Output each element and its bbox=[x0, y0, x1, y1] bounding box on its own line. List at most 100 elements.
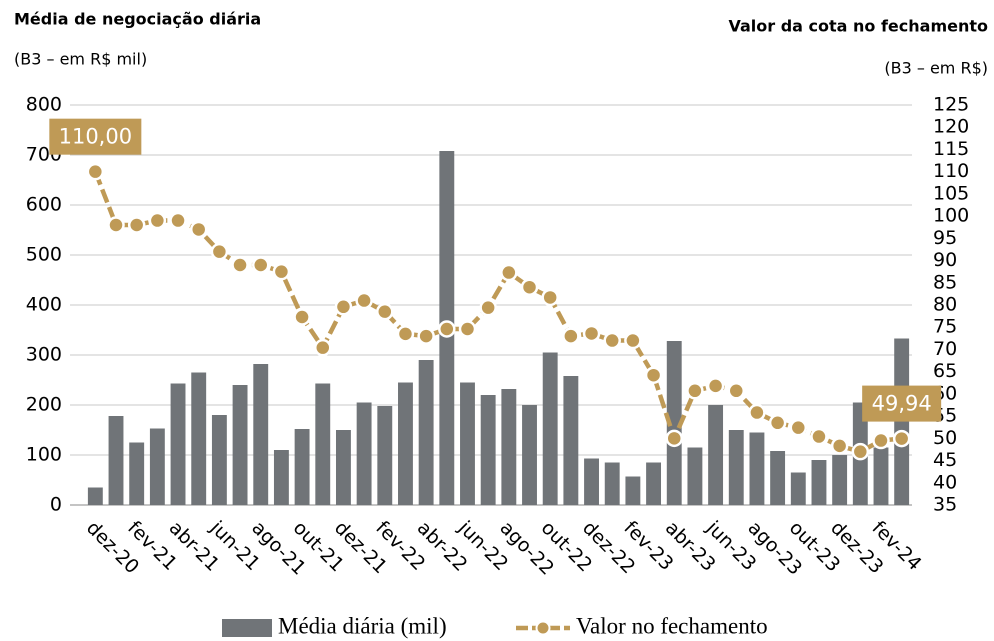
legend-label: Valor no fechamento bbox=[576, 613, 768, 638]
y2-tick-label: 70 bbox=[933, 338, 957, 360]
bar bbox=[87, 487, 103, 505]
line-marker bbox=[210, 242, 229, 261]
line-marker bbox=[86, 162, 105, 181]
y2-tick-label: 125 bbox=[933, 94, 969, 116]
bar bbox=[315, 383, 331, 505]
bar bbox=[191, 372, 207, 505]
line-marker bbox=[686, 382, 704, 400]
line-marker bbox=[107, 216, 125, 234]
line-marker bbox=[293, 308, 311, 326]
bar bbox=[687, 447, 703, 505]
line-marker bbox=[355, 291, 373, 310]
bar bbox=[790, 472, 806, 505]
legend-label: Média diária (mil) bbox=[278, 613, 447, 638]
chart-subtitle: (B3 – em R$ mil) bbox=[14, 50, 147, 69]
line-marker bbox=[830, 437, 849, 455]
line-marker bbox=[272, 262, 291, 281]
line-marker bbox=[500, 263, 518, 282]
bar bbox=[811, 460, 827, 505]
bar bbox=[894, 338, 910, 505]
line-marker bbox=[396, 325, 415, 343]
line-marker bbox=[872, 431, 890, 450]
bar bbox=[542, 352, 558, 505]
y2-subtitle: (B3 – em R$) bbox=[884, 59, 988, 78]
y2-tick-label: 110 bbox=[933, 160, 969, 182]
y-tick-label: 300 bbox=[26, 344, 62, 366]
line-marker bbox=[706, 377, 725, 395]
y2-tick-label: 95 bbox=[933, 227, 957, 249]
y-tick-label: 400 bbox=[26, 294, 62, 316]
value-label-box bbox=[862, 385, 942, 422]
bar bbox=[356, 402, 372, 505]
y2-tick-label: 80 bbox=[933, 294, 957, 316]
y-tick-label: 500 bbox=[26, 244, 62, 266]
line-marker bbox=[127, 216, 146, 234]
line-marker bbox=[231, 256, 249, 274]
bar bbox=[232, 385, 248, 505]
line-marker bbox=[541, 288, 559, 307]
y-tick-label: 200 bbox=[26, 394, 62, 416]
bar bbox=[522, 405, 537, 505]
line-marker bbox=[251, 256, 270, 274]
bar bbox=[108, 416, 124, 505]
bar bbox=[149, 428, 165, 505]
y2-tick-label: 35 bbox=[933, 494, 957, 516]
bar bbox=[749, 432, 765, 505]
chart-title: Média de negociação diária bbox=[14, 10, 261, 29]
value-label: 110,00 bbox=[59, 125, 132, 149]
line-marker bbox=[748, 403, 766, 422]
line-marker bbox=[892, 429, 911, 448]
bar bbox=[211, 415, 227, 505]
y-tick-label: 600 bbox=[26, 194, 62, 216]
line-marker bbox=[768, 414, 787, 432]
legend-swatch bbox=[222, 619, 272, 637]
y2-tick-label: 75 bbox=[933, 316, 957, 338]
line-marker bbox=[603, 331, 621, 350]
line bbox=[93, 170, 902, 455]
line-marker bbox=[851, 442, 870, 461]
bar bbox=[708, 405, 724, 505]
y2-tick-label: 115 bbox=[933, 138, 969, 160]
y2-tick-label: 120 bbox=[933, 116, 969, 138]
line-marker bbox=[417, 327, 435, 345]
bar bbox=[646, 462, 662, 505]
bar bbox=[377, 406, 393, 505]
value-label: 49,94 bbox=[872, 392, 932, 416]
bar bbox=[728, 430, 744, 505]
y-tick-label: 800 bbox=[26, 94, 62, 116]
bar bbox=[129, 442, 145, 505]
y2-tick-label: 40 bbox=[933, 471, 957, 493]
line-marker bbox=[727, 382, 746, 400]
line-marker bbox=[458, 320, 477, 338]
line-marker bbox=[314, 338, 332, 357]
bar bbox=[770, 451, 786, 505]
line-marker bbox=[479, 298, 497, 317]
bar bbox=[832, 455, 848, 505]
bar bbox=[584, 458, 599, 505]
line-marker bbox=[520, 278, 539, 296]
line-marker bbox=[562, 327, 580, 345]
line-marker bbox=[582, 324, 601, 343]
y2-tick-label: 85 bbox=[933, 271, 957, 293]
bar bbox=[170, 383, 186, 505]
legend-swatch bbox=[535, 620, 551, 636]
value-label-box bbox=[49, 118, 142, 155]
y2-title: Valor da cota no fechamento bbox=[728, 17, 988, 36]
bar bbox=[563, 376, 579, 505]
line-marker bbox=[189, 220, 208, 239]
line-marker bbox=[334, 298, 353, 316]
bar bbox=[398, 382, 413, 505]
y-tick-label: 0 bbox=[50, 494, 62, 516]
bar bbox=[666, 341, 682, 505]
bar bbox=[273, 450, 289, 505]
y-tick-label: 100 bbox=[26, 444, 62, 466]
bar bbox=[418, 360, 434, 505]
bar bbox=[625, 476, 641, 505]
line-marker bbox=[148, 211, 167, 230]
y2-tick-label: 50 bbox=[933, 427, 957, 449]
line-marker bbox=[169, 211, 187, 230]
y2-tick-label: 45 bbox=[933, 449, 957, 471]
y2-tick-label: 105 bbox=[933, 182, 969, 204]
line-marker bbox=[810, 427, 828, 446]
